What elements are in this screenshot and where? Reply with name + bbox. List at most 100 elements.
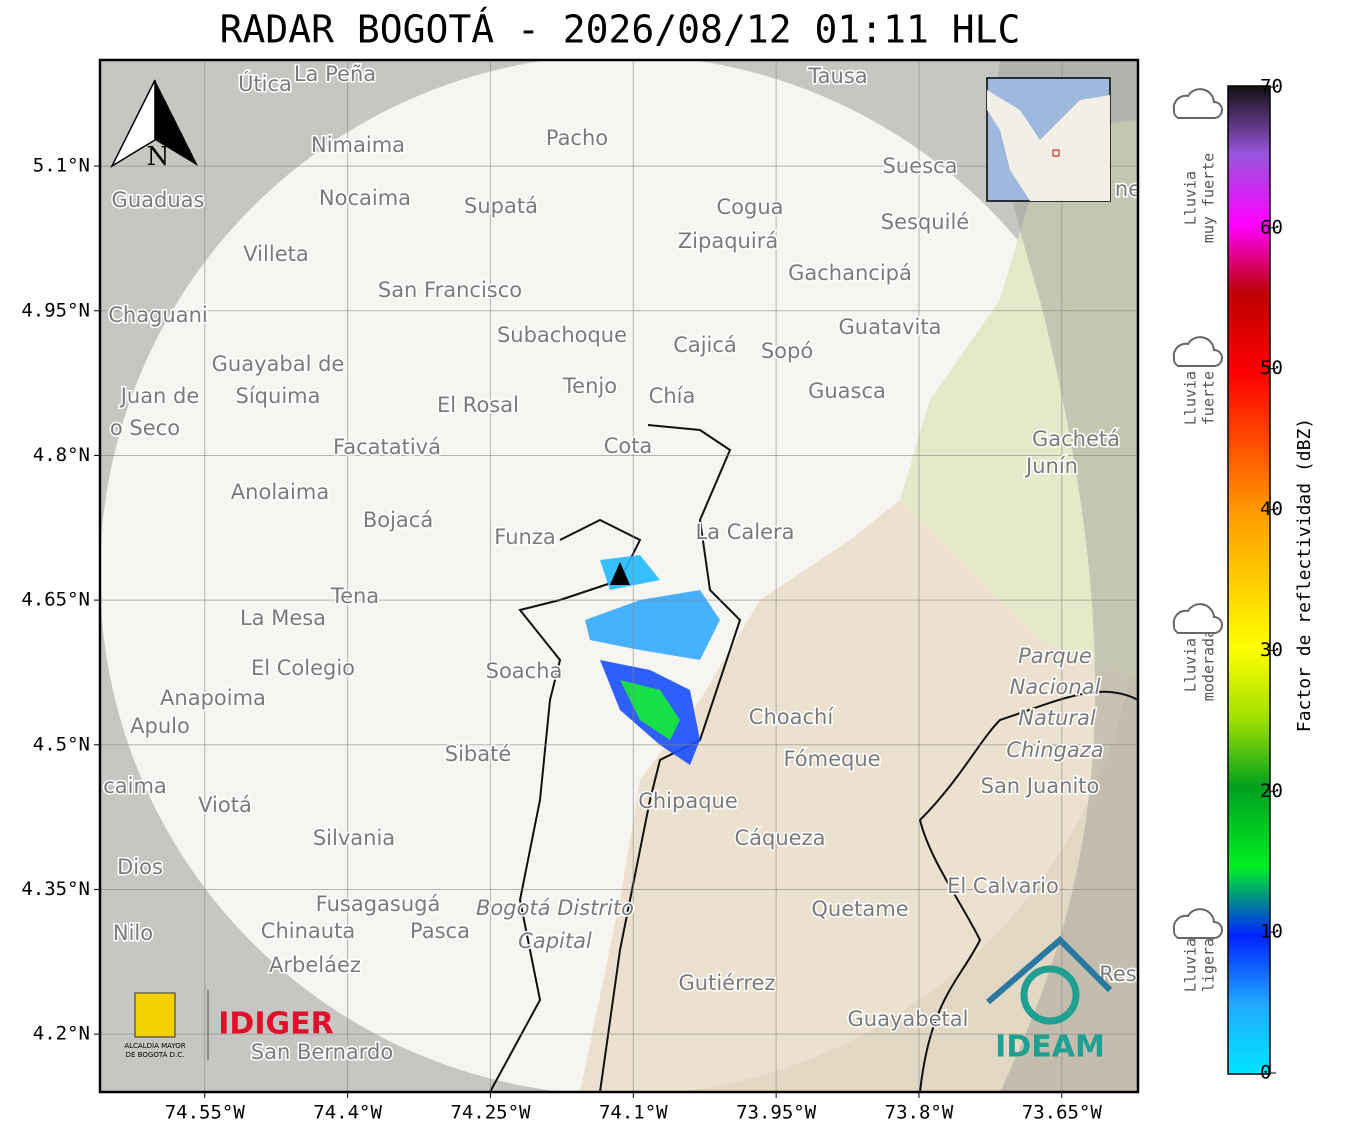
north-label: N (147, 142, 170, 172)
place-label: Pacho (546, 126, 608, 150)
y-tick-label: 5.1°N (33, 155, 90, 177)
place-label: Pasca (410, 919, 470, 943)
rain-category-label: ligera (1200, 938, 1218, 992)
ideam-swirl (1020, 965, 1080, 1025)
place-label: San Francisco (378, 278, 522, 302)
place-label: Anapoima (160, 686, 266, 710)
place-label: Subachoque (497, 323, 627, 347)
rain-category-label: muy fuerte (1200, 153, 1218, 243)
map: Útica La Peña Tausa Pacho Nimaima Guaduas Noca… (100, 60, 1141, 1092)
place-label: Funza (494, 525, 555, 549)
place-label: Junín (1024, 454, 1078, 478)
place-label: Sesquilé (881, 210, 969, 234)
place-label: Gachetá (1032, 427, 1120, 451)
colorbar-tick-label: 10 (1260, 921, 1283, 943)
place-label: El Colegio (251, 656, 355, 680)
inset-box (1052, 149, 1060, 157)
place-label: Gachancipá (788, 261, 912, 285)
place-label: Bojacá (363, 508, 433, 532)
colorbar-label: Factor de reflectividad (dBZ) (1294, 418, 1315, 732)
place-label: Nacional (1010, 675, 1101, 699)
colorbar-tick-label: 60 (1260, 216, 1283, 238)
place-label: Villeta (243, 242, 308, 266)
place-label: Quetame (811, 897, 908, 921)
rain-category-label: Lluvia (1182, 638, 1200, 692)
place-label: Arbeláez (269, 953, 361, 977)
place-label: San Juanito (981, 774, 1100, 798)
place-label: La Peña (294, 62, 376, 86)
idiger-logo: IDIGER (218, 1007, 333, 1042)
place-label: Suesca (883, 154, 958, 178)
place-label: Nimaima (311, 133, 405, 157)
place-label: La Mesa (240, 606, 326, 630)
x-tick-label: 74.4°W (313, 1102, 382, 1124)
y-tick-label: 4.5°N (33, 733, 90, 755)
place-label: Chaguani (108, 303, 208, 327)
place-label: Chipaque (638, 789, 738, 813)
place-label: Tenjo (562, 374, 617, 398)
y-tick-label: 4.65°N (21, 589, 90, 611)
place-label: ne (1115, 177, 1141, 201)
place-label: Viotá (198, 793, 252, 817)
place-label: Guayabetal (848, 1007, 969, 1031)
place-label: Facatativá (333, 435, 441, 459)
rain-category: Lluvia muy fuerte (1182, 153, 1218, 243)
place-label: Chinauta (261, 919, 355, 943)
place-label: Fusagasugá (316, 892, 441, 916)
place-label: Fómeque (783, 747, 880, 771)
place-label: Parque (1018, 644, 1092, 668)
place-label: Chingaza (1006, 738, 1103, 762)
place-label: Natural (1018, 706, 1096, 730)
place-label: Síquima (236, 384, 321, 408)
ideam-logo: IDEAM (995, 1030, 1105, 1065)
rain-category-label: Lluvia (1182, 938, 1200, 992)
place-label: Cogua (716, 195, 783, 219)
place-label: Cáqueza (735, 826, 826, 850)
colorbar-tick-label: 70 (1260, 76, 1283, 98)
place-label: San Bernardo (251, 1040, 393, 1064)
place-label: Apulo (130, 714, 190, 738)
place-label: Sibaté (445, 742, 512, 766)
place-label: Dios (117, 855, 163, 879)
rain-category-label: Lluvia (1182, 371, 1200, 425)
place-label: Res (1099, 962, 1137, 986)
colorbar-tick-label: 0 (1260, 1062, 1271, 1084)
place-label: Soacha (486, 659, 563, 683)
place-label: Útica (238, 71, 292, 96)
title: RADAR BOGOTÁ - 2026/08/12 01:11 HLC (220, 8, 1021, 52)
x-tick-label: 73.95°W (736, 1102, 817, 1124)
rain-icon (1172, 336, 1223, 367)
north-arrow (155, 80, 198, 166)
place-label: Zipaquirá (678, 229, 778, 253)
place-label: o Seco (110, 416, 180, 440)
y-tick-label: 4.8°N (33, 444, 90, 466)
x-tick-label: 74.25°W (450, 1102, 531, 1124)
colorbar-tick-label: 20 (1260, 780, 1283, 802)
alcaldia-text: ALCALDÍA MAYOR (124, 1041, 185, 1050)
place-label: Anolaima (231, 480, 329, 504)
y-tick-label: 4.95°N (21, 299, 90, 321)
rain-category-label: Lluvia (1182, 171, 1200, 225)
place-label: caima (103, 774, 167, 798)
place-label: Cajicá (673, 333, 737, 357)
place-label: Chía (649, 384, 696, 408)
place-label: Guayabal de (212, 352, 345, 376)
rain-icon (1172, 603, 1223, 634)
ideam-roof (986, 935, 1113, 1005)
alcaldia-text: DE BOGOTÁ D.C. (126, 1050, 185, 1059)
colorbar-tick-label: 40 (1260, 498, 1283, 520)
rain-category: Lluvia moderada (1182, 629, 1218, 701)
inset-land (987, 90, 1110, 201)
rain-icon (1172, 88, 1223, 119)
place-label: Nocaima (319, 186, 411, 210)
place-label: Sopó (761, 339, 813, 363)
place-label: Supatá (464, 194, 538, 218)
colorbar (1227, 85, 1271, 1075)
rain-category: Lluvia fuerte (1182, 371, 1218, 425)
x-tick-label: 74.1°W (599, 1102, 668, 1124)
place-label: Gutiérrez (679, 971, 776, 995)
place-label: Cota (604, 434, 653, 458)
place-label: Choachí (749, 705, 835, 729)
rain-category-label: moderada (1200, 629, 1218, 701)
